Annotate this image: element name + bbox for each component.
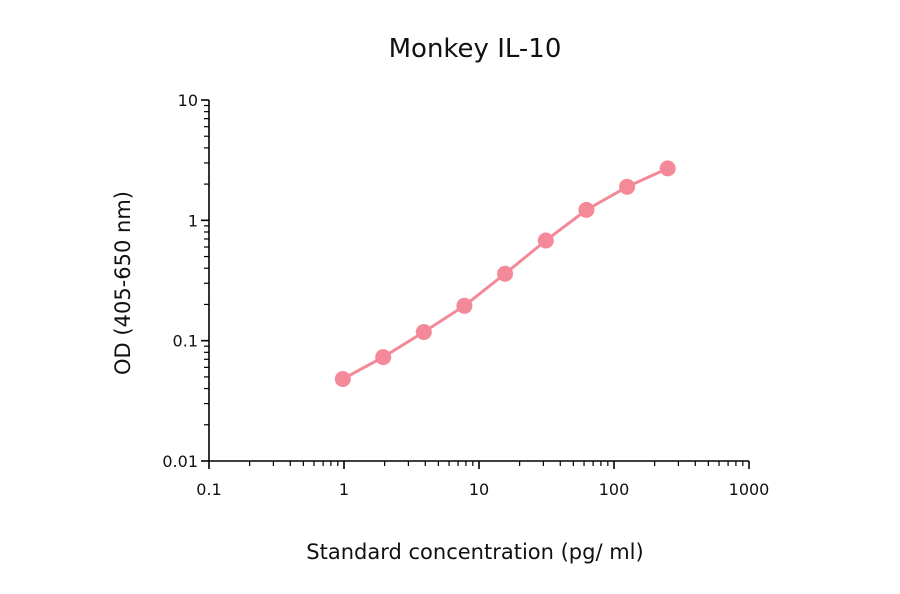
data-point <box>619 178 636 195</box>
y-tick-label: 1 <box>188 211 198 230</box>
axes: 0.1 1 10 100 1000 0.01 0.1 1 10 <box>162 91 769 499</box>
data-point <box>659 160 676 177</box>
chart-title: Monkey IL-10 <box>389 34 562 64</box>
data-point <box>415 324 432 340</box>
x-tick-label: 100 <box>599 480 630 499</box>
x-axis-title: Standard concentration (pg/ ml) <box>306 540 643 564</box>
data-point <box>578 201 595 218</box>
y-axis-title: OD (405-650 nm) <box>111 191 135 375</box>
x-tick-label: 1 <box>339 480 349 499</box>
y-tick-label: 0.01 <box>162 452 198 471</box>
data-point <box>334 371 351 387</box>
data-point <box>456 297 473 314</box>
series-layer <box>334 160 676 387</box>
y-tick-label: 0.1 <box>173 332 198 351</box>
x-tick-label: 10 <box>469 480 489 499</box>
x-tick-label: 1000 <box>729 480 770 499</box>
data-point <box>375 349 392 366</box>
x-tick-label: 0.1 <box>196 480 221 499</box>
y-tick-label: 10 <box>178 91 198 110</box>
data-point <box>537 232 554 249</box>
data-point <box>497 265 514 282</box>
